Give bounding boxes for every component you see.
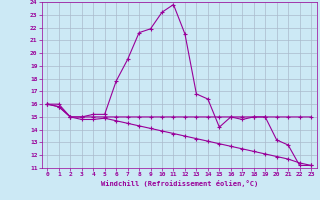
X-axis label: Windchill (Refroidissement éolien,°C): Windchill (Refroidissement éolien,°C) (100, 180, 258, 187)
